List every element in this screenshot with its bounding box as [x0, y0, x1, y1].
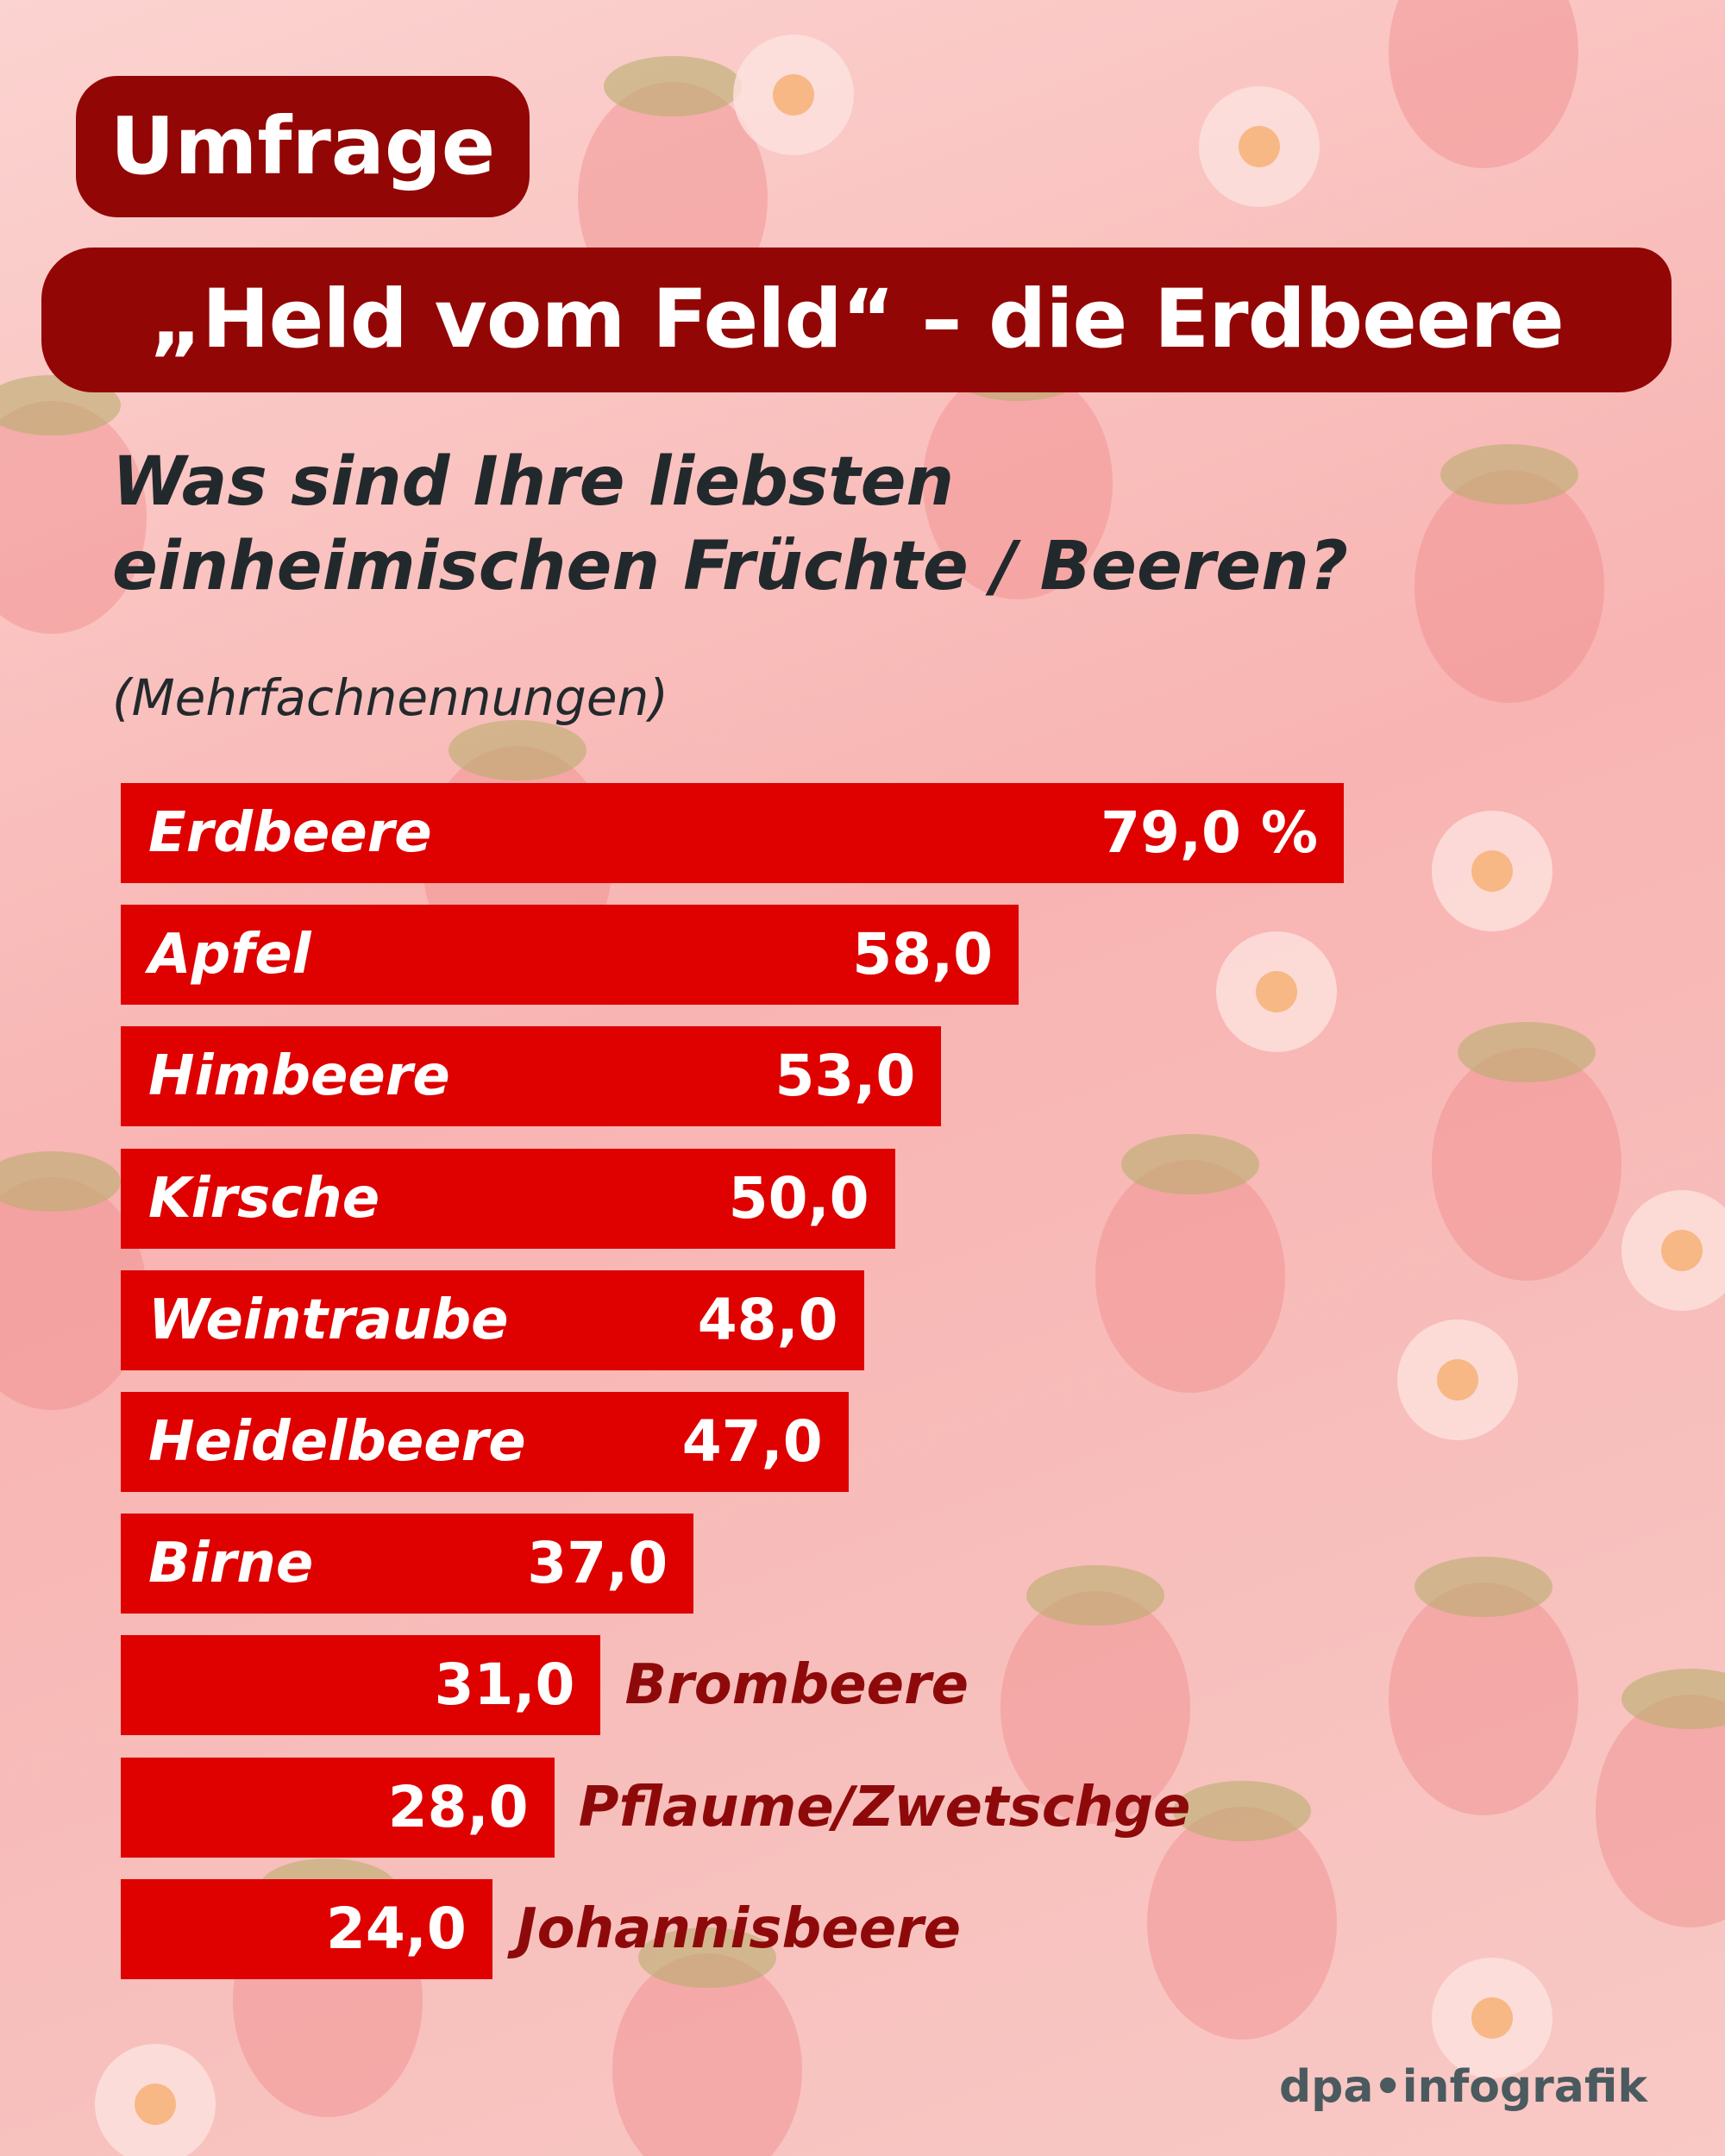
- category-label: Apfel: [148, 923, 311, 987]
- bar: [121, 783, 1345, 883]
- strawberry-shape: [1147, 1807, 1337, 2040]
- multiple-answers-note: (Mehrfachnennungen): [112, 668, 668, 727]
- flower-center-shape: [1437, 1359, 1478, 1401]
- strawberry-shape: [0, 1177, 147, 1410]
- flower-center-shape: [1256, 971, 1297, 1012]
- survey-badge: Umfrage: [76, 76, 530, 217]
- bar: [121, 1757, 555, 1858]
- flower-center-shape: [1239, 126, 1280, 167]
- question-line-2: einheimischen Früchte / Beeren?: [112, 528, 1348, 605]
- leaf-shape: [1414, 1557, 1552, 1617]
- category-label: Weintraube: [148, 1288, 509, 1352]
- leaf-shape: [1121, 1134, 1259, 1194]
- flower-center-shape: [773, 74, 814, 116]
- category-label: Johannisbeere: [516, 1896, 962, 1961]
- category-label: Erdbeere: [148, 801, 432, 865]
- leaf-shape: [1458, 1022, 1596, 1082]
- value-label: 37,0: [527, 1530, 668, 1597]
- value-label: 48,0: [697, 1286, 838, 1353]
- bar: [121, 1878, 492, 1979]
- flower-center-shape: [1661, 1230, 1703, 1271]
- leaf-shape: [1173, 1781, 1311, 1841]
- strawberry-shape: [923, 367, 1113, 599]
- category-label: Brombeere: [624, 1653, 969, 1718]
- strawberry-shape: [1389, 0, 1578, 168]
- bar: [121, 1269, 864, 1370]
- value-label: 79,0 %: [1101, 799, 1319, 866]
- bar: [121, 1148, 895, 1249]
- value-label: 31,0: [434, 1651, 575, 1719]
- strawberry-shape: [1095, 1160, 1285, 1393]
- leaf-shape: [1622, 1669, 1725, 1729]
- bar: [121, 905, 1019, 1006]
- strawberry-shape: [612, 1953, 802, 2156]
- bar: [121, 1392, 849, 1492]
- value-label: 47,0: [681, 1408, 823, 1475]
- value-label: 58,0: [852, 921, 994, 988]
- bar: [121, 1635, 601, 1736]
- bar: [121, 1026, 942, 1127]
- flower-center-shape: [135, 2084, 176, 2125]
- value-label: 28,0: [387, 1773, 529, 1840]
- leaf-shape: [1026, 1565, 1164, 1626]
- chart-title: „Held vom Feld“ – die Erdbeere: [41, 248, 1672, 392]
- category-label: Himbeere: [148, 1044, 450, 1109]
- question-line-1: Was sind Ihre liebsten: [112, 443, 955, 521]
- bar: [121, 1514, 694, 1614]
- category-label: Kirsche: [148, 1166, 380, 1231]
- flower-center-shape: [1471, 850, 1513, 892]
- leaf-shape: [448, 720, 586, 780]
- strawberry-shape: [1432, 1048, 1622, 1281]
- category-label: Pflaume/Zwetschge: [578, 1775, 1191, 1839]
- category-label: Heidelbeere: [148, 1410, 526, 1474]
- strawberry-shape: [1596, 1695, 1725, 1927]
- value-label: 24,0: [325, 1895, 467, 1962]
- value-label: 53,0: [775, 1043, 916, 1110]
- strawberry-shape: [1414, 470, 1604, 703]
- leaf-shape: [0, 1151, 121, 1212]
- leaf-shape: [1440, 444, 1578, 505]
- dpa-infografik-logo: dpa•infografik: [1278, 2061, 1647, 2113]
- strawberry-shape: [1000, 1591, 1190, 1824]
- category-label: Birne: [148, 1532, 314, 1596]
- value-label: 50,0: [728, 1164, 869, 1232]
- strawberry-shape: [1389, 1583, 1578, 1815]
- strawberry-shape: [0, 401, 147, 634]
- leaf-shape: [604, 56, 742, 116]
- leaf-shape: [638, 1927, 776, 1988]
- question: Was sind Ihre liebsten einheimischen Frü…: [112, 440, 1492, 609]
- flower-center-shape: [1471, 1997, 1513, 2039]
